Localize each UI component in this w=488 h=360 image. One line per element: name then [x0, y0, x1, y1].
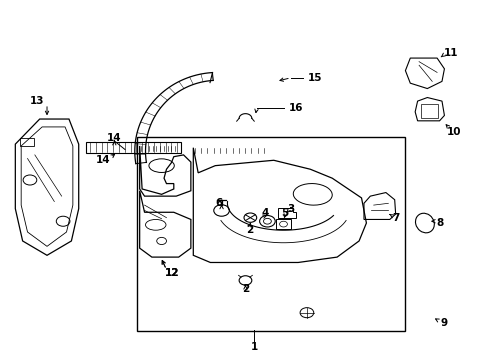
Text: 5: 5: [281, 208, 288, 219]
Text: 11: 11: [443, 48, 458, 58]
Text: 14: 14: [96, 155, 110, 165]
Text: 3: 3: [287, 204, 294, 214]
Text: 10: 10: [446, 127, 461, 136]
Bar: [275, 219, 291, 229]
Text: 6: 6: [215, 198, 223, 208]
Text: 13: 13: [30, 96, 44, 106]
Text: 7: 7: [391, 213, 399, 222]
Text: 12: 12: [165, 268, 179, 278]
Text: 4: 4: [261, 208, 268, 219]
Text: 9: 9: [440, 319, 447, 328]
Bar: [420, 104, 437, 118]
Text: 14: 14: [107, 133, 122, 143]
Text: 2: 2: [242, 284, 248, 294]
Bar: [86, 141, 181, 153]
Text: 8: 8: [435, 218, 442, 228]
Text: 15: 15: [307, 73, 322, 83]
Text: 16: 16: [288, 103, 303, 113]
Text: 1: 1: [250, 342, 257, 352]
Text: 12: 12: [165, 268, 179, 278]
Bar: [137, 137, 405, 330]
Text: 2: 2: [245, 225, 252, 235]
Bar: [20, 138, 34, 146]
